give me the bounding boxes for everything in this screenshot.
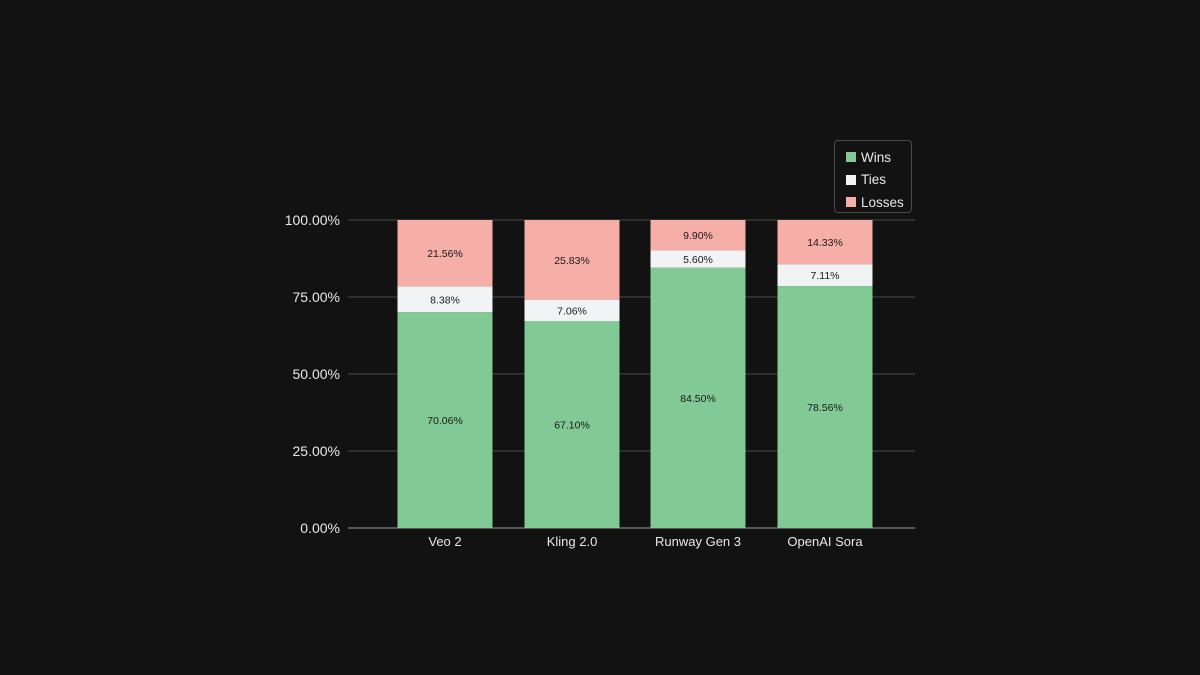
bar-losses-3	[650, 220, 746, 251]
legend-item-ties: Ties	[846, 169, 911, 192]
data-label-ties: 8.38%	[430, 294, 460, 306]
bar-wins-1	[397, 312, 493, 528]
y-tick-label: 100.00%	[285, 212, 340, 228]
legend-item-losses: Losses	[846, 191, 911, 214]
bar-wins-2	[524, 321, 620, 528]
bar-ties-1	[397, 286, 493, 313]
data-label-losses: 25.83%	[554, 255, 590, 267]
data-label-wins: 78.56%	[807, 402, 843, 414]
data-label-ties: 5.60%	[683, 254, 713, 266]
axes: 0.00% 25.00% 50.00% 75.00% 100.00% Veo 2 Kling…	[285, 212, 864, 549]
data-label-losses: 14.33%	[807, 237, 843, 249]
data-label-ties: 7.11%	[811, 270, 840, 282]
bar-wins-3	[650, 267, 746, 528]
y-tick-label: 25.00%	[293, 443, 340, 459]
bar-ties-4	[777, 264, 873, 287]
x-tick-label: Runway Gen 3	[655, 534, 741, 549]
bars: 70.06% 8.38% 21.56% 67.10% 7.06% 25.83% 84.50%…	[397, 220, 873, 528]
x-tick-label: OpenAI Sora	[787, 534, 863, 549]
y-tick-label: 50.00%	[293, 366, 340, 382]
data-label-wins: 84.50%	[680, 393, 716, 405]
bar-wins-4	[777, 286, 873, 528]
legend-swatch-wins	[846, 152, 856, 163]
legend-swatch-losses	[846, 197, 856, 208]
bar-losses-4	[777, 220, 873, 265]
legend-label-wins: Wins	[861, 149, 891, 165]
bar-ties-2	[524, 299, 620, 322]
legend-item-wins: Wins	[846, 146, 911, 169]
x-tick-label: Veo 2	[428, 534, 461, 549]
data-label-losses: 21.56%	[427, 248, 463, 260]
x-tick-label: Kling 2.0	[547, 534, 598, 549]
legend: Wins Ties Losses	[834, 140, 912, 213]
legend-swatch-ties	[846, 174, 856, 185]
data-label-wins: 70.06%	[427, 415, 463, 427]
legend-label-ties: Ties	[861, 172, 887, 188]
bar-losses-2	[524, 220, 620, 300]
data-label-losses: 9.90%	[683, 230, 713, 242]
data-label-wins: 67.10%	[554, 420, 590, 432]
data-label-ties: 7.06%	[557, 305, 587, 317]
bar-losses-1	[397, 220, 493, 287]
bar-ties-3	[650, 250, 746, 268]
legend-label-losses: Losses	[861, 194, 904, 210]
y-tick-label: 0.00%	[300, 520, 340, 536]
y-tick-label: 75.00%	[293, 289, 340, 305]
